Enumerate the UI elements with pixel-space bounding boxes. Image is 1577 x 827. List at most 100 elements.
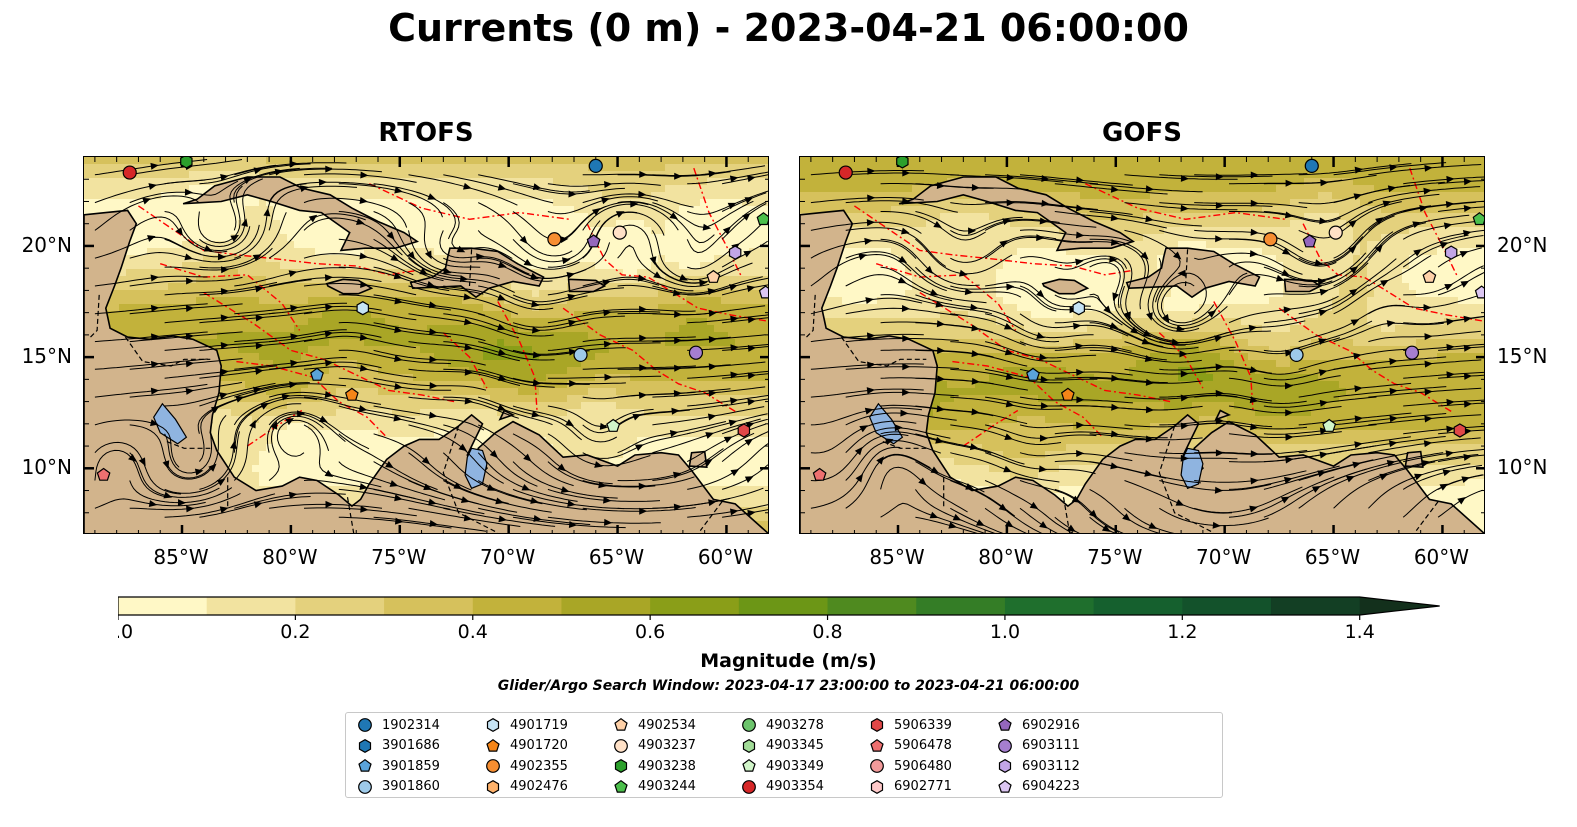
lon-tick-label-gofs: 75°W [1087, 545, 1143, 569]
streamlines-gofs [810, 162, 1484, 533]
legend-item-4903349: 4903349 [740, 756, 824, 776]
lon-tick-label-rtofs: 65°W [588, 545, 645, 569]
hexagon-marker-icon [614, 759, 628, 773]
legend-marker-4903244 [614, 779, 628, 793]
legend-marker-5906339 [870, 718, 884, 732]
legend-label: 4903237 [638, 738, 696, 753]
legend-item-5906478: 5906478 [868, 736, 952, 756]
map-panel-rtofs[interactable] [83, 156, 769, 534]
float-marker-4901719-rtofs [356, 301, 369, 316]
legend-item-4903354: 4903354 [740, 777, 824, 797]
legend-marker-5906480 [870, 759, 884, 773]
lon-tick-label-gofs: 80°W [978, 545, 1034, 569]
legend-item-4902355: 4902355 [484, 756, 568, 776]
float-marker-4901720-rtofs [344, 387, 359, 401]
float-marker-4903237-gofs [1328, 225, 1343, 240]
colorbar-segment [206, 597, 296, 615]
colorbar-segment [561, 597, 651, 615]
legend-marker-4901720 [486, 738, 500, 752]
legend-marker-3901860 [358, 779, 372, 794]
panel-title-rtofs: RTOFS [378, 118, 474, 148]
colorbar-tick-label: 0.4 [458, 621, 488, 643]
legend-label: 4903244 [638, 779, 696, 794]
colorbar-segment [472, 597, 562, 615]
legend-label: 6904223 [1022, 779, 1080, 794]
hexagon-marker-icon [358, 738, 372, 753]
legend-item-4902534: 4902534 [612, 715, 696, 735]
legend-label: 4903349 [766, 758, 824, 774]
circle-marker-icon [742, 718, 756, 732]
pentagon-marker-icon [486, 738, 500, 752]
lat-tick-label-left: 10°N [21, 455, 72, 480]
float-marker-4903354-gofs [838, 165, 853, 180]
colorbar-tick-label: 1.2 [1167, 621, 1197, 643]
legend-label: 6903111 [1022, 738, 1080, 753]
lon-tick-label-gofs: 85°W [869, 545, 925, 569]
float-marker-6903112-rtofs [728, 245, 742, 260]
legend-marker-6902771 [870, 779, 884, 794]
legend-label: 5906339 [894, 717, 952, 733]
float-marker-4902355-rtofs [547, 232, 562, 247]
legend-label: 3901859 [382, 758, 440, 774]
figure-title: Currents (0 m) - 2023-04-21 06:00:00 [388, 6, 1189, 50]
legend-marker-4903237 [614, 738, 628, 753]
legend-item-6903111: 6903111 [996, 736, 1080, 756]
float-marker-1902314-rtofs [588, 158, 603, 173]
colorbar-segment [384, 597, 474, 615]
colorbar-tick-label: 1.4 [1345, 621, 1375, 643]
float-marker-6903112-gofs [1444, 245, 1458, 260]
circle-marker-icon [358, 779, 372, 794]
hexagon-marker-icon [870, 779, 884, 794]
lon-tick-label-rtofs: 70°W [480, 545, 536, 569]
legend-label: 5906480 [894, 758, 952, 774]
legend-item-3901859: 3901859 [356, 756, 440, 776]
legend-item-4903238: 4903238 [612, 756, 696, 776]
legend-marker-6902916 [998, 717, 1012, 731]
colorbar-segment [916, 597, 1006, 615]
colorbar-extend-arrow [1359, 597, 1440, 615]
colorbar-segment [1004, 597, 1095, 615]
legend-marker-4903345 [742, 738, 756, 753]
legend-label: 6903112 [1022, 758, 1080, 774]
legend-marker-4903278 [742, 718, 756, 732]
colorbar-segment [1093, 597, 1183, 615]
country-borders-rtofs [90, 249, 723, 533]
colorbar-tick-label: 0.6 [635, 621, 665, 643]
colorbar-segment [650, 597, 740, 615]
circle-marker-icon [358, 718, 372, 732]
legend-item-6902771: 6902771 [868, 777, 952, 797]
float-marker-4903238-gofs [896, 157, 909, 169]
lon-tick-label-rtofs: 60°W [697, 545, 754, 569]
lat-tick-label-left: 20°N [21, 232, 72, 257]
legend-label: 4903238 [638, 758, 696, 774]
legend-label: 4901719 [510, 717, 568, 733]
float-marker-4903354-rtofs [122, 165, 137, 180]
map-panel-gofs[interactable] [799, 156, 1485, 534]
lon-tick-label-gofs: 65°W [1304, 545, 1361, 569]
legend-marker-6903111 [998, 738, 1012, 753]
float-marker-4902534-gofs [1422, 269, 1437, 283]
lon-tick-label-rtofs: 75°W [371, 545, 427, 569]
legend-label: 4901720 [510, 738, 568, 753]
hexagon-marker-icon [486, 718, 500, 732]
legend-label: 4903354 [766, 779, 824, 794]
lat-tick-label-right: 10°N [1497, 455, 1548, 480]
float-markers-gofs [812, 157, 1484, 481]
legend-label: 3901686 [382, 738, 440, 753]
legend-item-4901720: 4901720 [484, 736, 568, 756]
float-marker-5906339-gofs [1453, 423, 1467, 438]
legend-item-6902916: 6902916 [996, 715, 1080, 735]
float-marker-4901719-gofs [1072, 301, 1085, 316]
lat-tick-label-right: 20°N [1497, 232, 1548, 257]
legend-label: 6902771 [894, 779, 952, 794]
circle-marker-icon [870, 759, 884, 773]
legend: 1902314 3901686 3901859 3901860 4901719 49017… [345, 712, 1223, 798]
legend-marker-4902476 [486, 779, 500, 794]
float-marker-3901859-gofs [1026, 367, 1040, 381]
float-marker-6904223-rtofs [758, 285, 768, 299]
legend-item-5906480: 5906480 [868, 756, 952, 776]
legend-marker-5906478 [870, 738, 884, 752]
colorbar-tick-label: 0.2 [280, 621, 310, 643]
colorbar-scale: 0.0 0.2 0.4 0.6 0.8 1.0 1.2 1.4 [103, 596, 1440, 643]
hexagon-marker-icon [998, 759, 1012, 773]
